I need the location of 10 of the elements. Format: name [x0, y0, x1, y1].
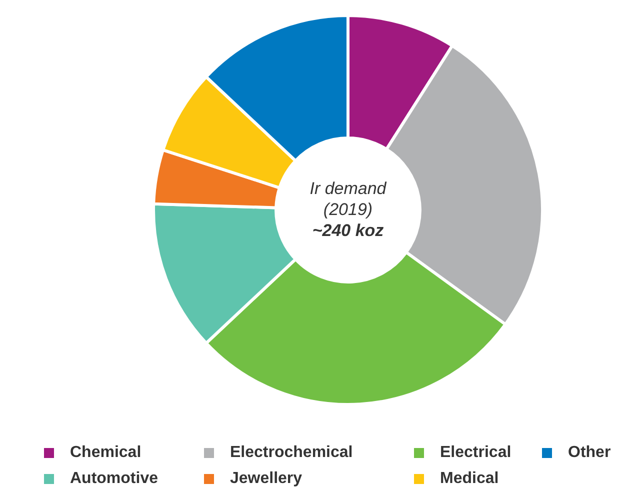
legend-label: Medical — [440, 470, 499, 488]
legend-label: Electrical — [440, 444, 512, 462]
text: (2019) — [322, 199, 374, 220]
legend-label: Jewellery — [230, 470, 302, 488]
legend-label: Other — [568, 444, 611, 462]
legend-label: Automotive — [70, 470, 158, 488]
text: Ir demand — [308, 178, 388, 199]
legend-label: Chemical — [70, 444, 142, 462]
legend-label: Electrochemical — [230, 444, 353, 462]
text: ~240 koz — [311, 220, 385, 241]
